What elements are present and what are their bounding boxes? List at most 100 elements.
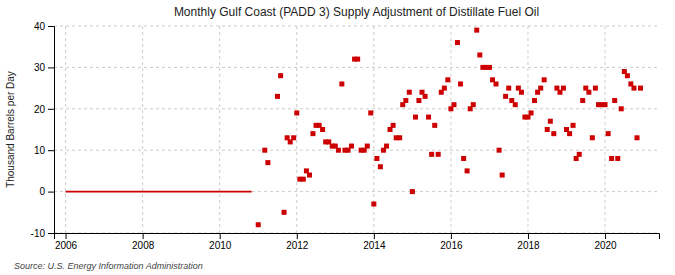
point — [542, 77, 547, 82]
y-axis-title: Thousand Barrels per Day — [5, 71, 16, 188]
point — [538, 86, 543, 91]
point — [471, 102, 476, 107]
point — [487, 65, 492, 70]
x-tick: 2006 — [55, 233, 78, 251]
point — [465, 168, 470, 173]
y-axis: -10010203040 — [31, 21, 55, 239]
x-tick-label: 2010 — [209, 240, 232, 251]
point — [291, 135, 296, 140]
point — [577, 152, 582, 157]
y-tick-label: -10 — [31, 228, 46, 239]
point — [391, 123, 396, 128]
point — [619, 106, 624, 111]
y-tick-label: 0 — [39, 186, 45, 197]
point — [413, 115, 418, 120]
x-grid-line — [450, 26, 451, 233]
point — [612, 98, 617, 103]
point — [532, 98, 537, 103]
point — [631, 86, 636, 91]
y-tick-mark — [48, 150, 54, 151]
x-grid-line — [142, 26, 143, 233]
point — [455, 40, 460, 45]
point — [307, 173, 312, 178]
point — [603, 102, 608, 107]
y-tick: 0 — [39, 186, 54, 197]
point — [310, 131, 315, 136]
point — [442, 86, 447, 91]
point — [513, 102, 518, 107]
chart-container: 2006 2008 2010 2012 2014 2016 2018 2020 -10 0 10 20… — [0, 0, 675, 275]
point — [262, 148, 267, 153]
point — [590, 135, 595, 140]
point — [423, 94, 428, 99]
y-tick-label: 10 — [34, 145, 46, 156]
point — [503, 94, 508, 99]
y-tick: 40 — [34, 21, 54, 32]
x-tick: 2010 — [209, 233, 232, 251]
y-grid-line — [54, 108, 659, 109]
x-axis-line — [55, 234, 660, 240]
point — [445, 77, 450, 82]
x-tick: 2018 — [517, 233, 540, 251]
point — [429, 152, 434, 157]
point — [529, 110, 534, 115]
point — [493, 81, 498, 86]
y-grid-line — [54, 67, 659, 68]
point — [371, 202, 376, 207]
x-tick-label: 2020 — [594, 240, 617, 251]
y-tick-mark — [48, 67, 54, 68]
point — [586, 90, 591, 95]
title: Monthly Gulf Coast (PADD 3) Supply Adjus… — [174, 5, 539, 19]
y-axis-line — [48, 27, 55, 234]
y-tick-label: 20 — [34, 104, 46, 115]
x-tick-mark — [374, 233, 375, 239]
point — [458, 81, 463, 86]
x-tick: 2020 — [594, 233, 617, 251]
y-tick-mark — [48, 233, 54, 234]
x-tick-mark — [605, 233, 606, 239]
point — [567, 131, 572, 136]
x-tick-mark — [143, 233, 144, 239]
point — [416, 98, 421, 103]
point — [593, 86, 598, 91]
annotation: Source: U.S. Energy Information Administ… — [14, 261, 203, 271]
x-tick-label: 2014 — [363, 240, 386, 251]
point — [477, 52, 482, 57]
x-grid-line — [605, 26, 606, 233]
x-tick-mark — [451, 233, 452, 239]
y-tick-mark — [48, 109, 54, 110]
x-axis: 2006 2008 2010 2012 2014 2016 2018 2020 — [55, 233, 660, 251]
chart: 2006 2008 2010 2012 2014 2016 2018 2020 -10 0 10 20… — [0, 0, 675, 275]
point — [374, 156, 379, 161]
point — [339, 81, 344, 86]
point — [432, 123, 437, 128]
point — [365, 144, 370, 149]
point — [320, 127, 325, 132]
point — [571, 123, 576, 128]
point — [397, 135, 402, 140]
x-tick-label: 2008 — [132, 240, 155, 251]
point — [519, 90, 524, 95]
x-grid-line — [65, 26, 66, 233]
point — [545, 127, 550, 132]
point — [256, 222, 261, 227]
x-tick: 2012 — [286, 233, 309, 251]
x-tick: 2016 — [440, 233, 463, 251]
y-grid-line — [54, 26, 659, 27]
x-tick: 2008 — [132, 233, 155, 251]
point — [265, 160, 270, 165]
point — [368, 110, 373, 115]
x-tick-mark — [528, 233, 529, 239]
point — [349, 144, 354, 149]
point — [410, 189, 415, 194]
x-tick-label: 2012 — [286, 240, 309, 251]
point — [282, 210, 287, 215]
point — [506, 86, 511, 91]
x-tick-mark — [220, 233, 221, 239]
point — [384, 144, 389, 149]
x-tick-mark — [297, 233, 298, 239]
point — [606, 131, 611, 136]
y-tick-mark — [48, 192, 54, 193]
x-tick-label: 2018 — [517, 240, 540, 251]
point — [278, 73, 283, 78]
